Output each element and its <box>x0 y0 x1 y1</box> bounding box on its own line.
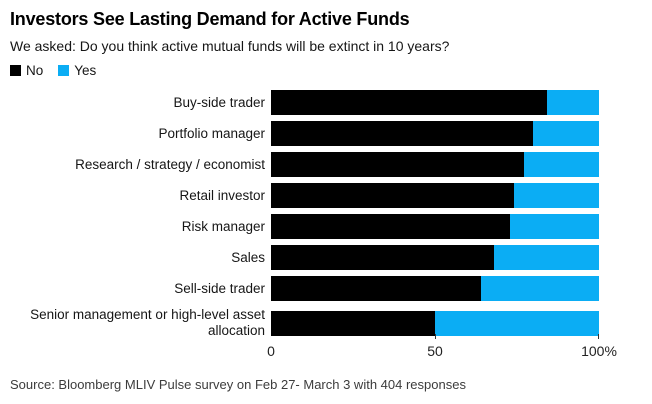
bar-segment-yes <box>494 245 599 270</box>
bar-segment-yes <box>480 276 599 301</box>
category-label: Research / strategy / economist <box>75 156 265 172</box>
category-label: Risk manager <box>181 218 265 234</box>
category-label: Sell-side trader <box>174 280 265 296</box>
bar-track <box>271 310 599 336</box>
chart-row: Senior management or high-level asset al… <box>10 307 642 338</box>
bar-track <box>271 183 599 208</box>
chart-row: Sell-side trader <box>10 276 642 301</box>
x-axis: 0 50 100% <box>10 334 642 362</box>
axis-label-50: 50 <box>427 343 443 359</box>
category-label: Portfolio manager <box>158 125 265 141</box>
x-axis-area: 0 50 100% <box>267 334 617 362</box>
bar-segment-yes <box>523 152 599 177</box>
category-label: Senior management or high-level asset al… <box>30 307 265 338</box>
bar-segment-no <box>271 183 514 208</box>
bar-segment-no <box>271 152 524 177</box>
chart-row: Buy-side trader <box>10 90 642 115</box>
bar-track <box>271 276 599 301</box>
stacked-bar-chart: Buy-side trader Portfolio manager Research… <box>10 90 642 338</box>
legend: No Yes <box>10 63 642 78</box>
category-label: Buy-side trader <box>173 94 265 110</box>
bar-segment-no <box>271 121 534 146</box>
bar-track <box>271 214 599 239</box>
bar-track <box>271 152 599 177</box>
axis-label-0: 0 <box>267 343 275 359</box>
chart-row: Sales <box>10 245 642 270</box>
bar-segment-yes <box>510 214 599 239</box>
chart-row: Retail investor <box>10 183 642 208</box>
legend-label-yes: Yes <box>74 62 97 78</box>
bar-segment-yes <box>435 310 599 336</box>
bar-track <box>271 121 599 146</box>
category-label: Retail investor <box>179 187 265 203</box>
axis-tick-50 <box>435 334 436 339</box>
no-swatch-icon <box>10 64 21 76</box>
bar-segment-no <box>271 245 495 270</box>
bar-segment-yes <box>533 121 599 146</box>
legend-item-yes: Yes <box>58 63 96 78</box>
bar-track <box>271 245 599 270</box>
category-label: Sales <box>231 249 265 265</box>
bar-segment-yes <box>546 90 599 115</box>
chart-subtitle: We asked: Do you think active mutual fun… <box>10 38 450 54</box>
legend-item-no: No <box>10 63 43 78</box>
source-note: Source: Bloomberg MLIV Pulse survey on F… <box>10 377 466 392</box>
chart-title: Investors See Lasting Demand for Active … <box>10 9 410 29</box>
chart-row: Portfolio manager <box>10 121 642 146</box>
axis-spacer <box>10 334 265 362</box>
axis-tick-100 <box>598 334 599 339</box>
bar-segment-no <box>271 276 481 301</box>
bar-track <box>271 90 599 115</box>
yes-swatch-icon <box>58 64 70 76</box>
bar-segment-no <box>271 310 435 336</box>
legend-label-no: No <box>26 62 44 78</box>
bar-segment-no <box>271 90 547 115</box>
axis-label-100: 100% <box>581 343 617 359</box>
bar-segment-yes <box>513 183 599 208</box>
bar-segment-no <box>271 214 511 239</box>
chart-row: Risk manager <box>10 214 642 239</box>
chart-row: Research / strategy / economist <box>10 152 642 177</box>
